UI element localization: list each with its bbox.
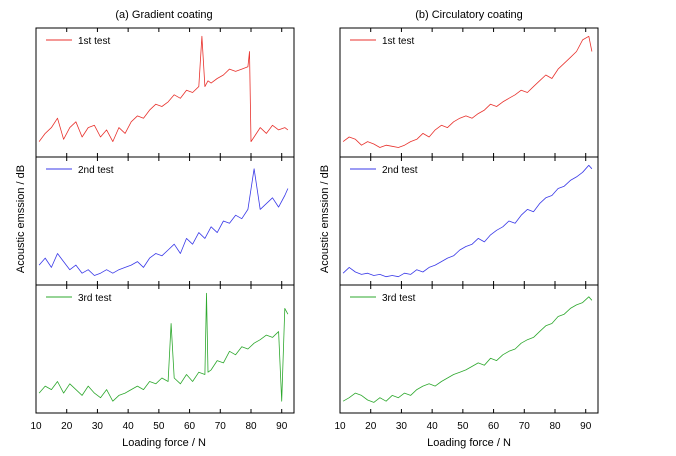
y-axis-label-b: Acoustic emssion / dB — [319, 165, 331, 273]
y-axis-label-a: Acoustic emssion / dB — [15, 165, 27, 273]
series-line-2 — [342, 164, 593, 278]
x-tick-label: 90 — [580, 421, 592, 432]
legend-label: 3rd test — [78, 293, 112, 304]
x-tick-label: 70 — [519, 421, 531, 432]
x-tick-label: 30 — [396, 421, 408, 432]
x-tick-label: 40 — [427, 421, 439, 432]
series-line-2 — [38, 168, 289, 276]
legend-label: 2nd test — [382, 165, 418, 176]
x-tick-label: 10 — [30, 421, 42, 432]
x-tick-label: 90 — [276, 421, 288, 432]
x-axis-label-a: Loading force / N — [122, 437, 206, 449]
plot-frame-1-2 — [339, 284, 599, 414]
x-tick-label: 20 — [365, 421, 377, 432]
x-tick-label: 40 — [123, 421, 135, 432]
panel-b-title: (b) Circulatory coating — [415, 9, 523, 21]
panel-a-title: (a) Gradient coating — [115, 9, 212, 21]
x-tick-label: 70 — [215, 421, 227, 432]
series-line-3 — [38, 292, 289, 402]
x-tick-label: 60 — [488, 421, 500, 432]
legend-label: 1st test — [78, 36, 110, 47]
x-tick-label: 80 — [245, 421, 257, 432]
series-line-3 — [342, 296, 593, 403]
legend-label: 2nd test — [78, 165, 114, 176]
legend-label: 3rd test — [382, 293, 416, 304]
plot-area: 1st test 2nd test 3rd test 10 20 30 40 50 60 70 80… — [30, 27, 599, 432]
series-line-1 — [342, 35, 593, 148]
plot-frame-0-0 — [35, 27, 295, 158]
x-tick-label: 50 — [457, 421, 469, 432]
x-axis-label-b: Loading force / N — [427, 437, 511, 449]
x-tick-label: 30 — [92, 421, 104, 432]
series-line-1 — [38, 35, 289, 143]
x-tick-label: 10 — [334, 421, 346, 432]
plot-frame-1-1 — [339, 156, 599, 286]
x-tick-label: 80 — [549, 421, 561, 432]
plot-frame-0-2 — [35, 284, 295, 414]
plot-frame-1-0 — [339, 27, 599, 158]
x-tick-label: 50 — [153, 421, 165, 432]
legend-label: 1st test — [382, 36, 414, 47]
x-tick-label: 20 — [61, 421, 73, 432]
x-tick-label: 60 — [184, 421, 196, 432]
